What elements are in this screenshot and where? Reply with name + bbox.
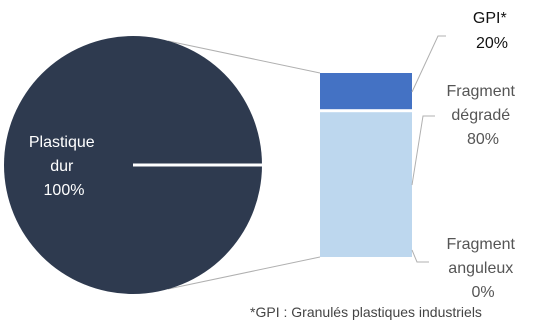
bar-label-degrade-line-2: dégradé bbox=[451, 107, 510, 124]
bar-label-fragment-degrade: Fragment dégradé 80% bbox=[447, 83, 520, 148]
leader-line-fragment-degrade bbox=[411, 115, 435, 186]
bar-label-anguleux-value: 0% bbox=[471, 284, 494, 301]
pie-to-bar-connector-top bbox=[167, 40, 321, 74]
bar-label-gpi-value: 20% bbox=[476, 35, 508, 52]
bar-label-fragment-anguleux: Fragment anguleux 0% bbox=[447, 236, 520, 301]
bar-label-gpi: GPI* 20% bbox=[473, 10, 511, 52]
bar-segment-fragment-degrade bbox=[320, 112, 412, 257]
pie-slice-label-line-2: dur bbox=[50, 158, 74, 175]
footnote: *GPI : Granulés plastiques industriels bbox=[250, 304, 482, 320]
pie-slice-value-label: 100% bbox=[44, 182, 85, 199]
pie-slice-label: Plastique dur 100% bbox=[29, 134, 99, 199]
leader-line-fragment-anguleux bbox=[411, 249, 429, 263]
pie-slice-label-line-1: Plastique bbox=[29, 134, 95, 151]
bar-label-degrade-line-1: Fragment bbox=[447, 83, 516, 100]
bar-label-gpi-name: GPI* bbox=[473, 10, 507, 27]
bar-segment-gpi bbox=[320, 73, 412, 110]
bar-label-anguleux-line-1: Fragment bbox=[447, 236, 516, 253]
leader-line-gpi bbox=[411, 35, 446, 93]
pie-to-bar-connector-bottom bbox=[167, 256, 321, 290]
bar-label-anguleux-line-2: anguleux bbox=[448, 260, 513, 277]
bar-label-degrade-value: 80% bbox=[467, 131, 499, 148]
